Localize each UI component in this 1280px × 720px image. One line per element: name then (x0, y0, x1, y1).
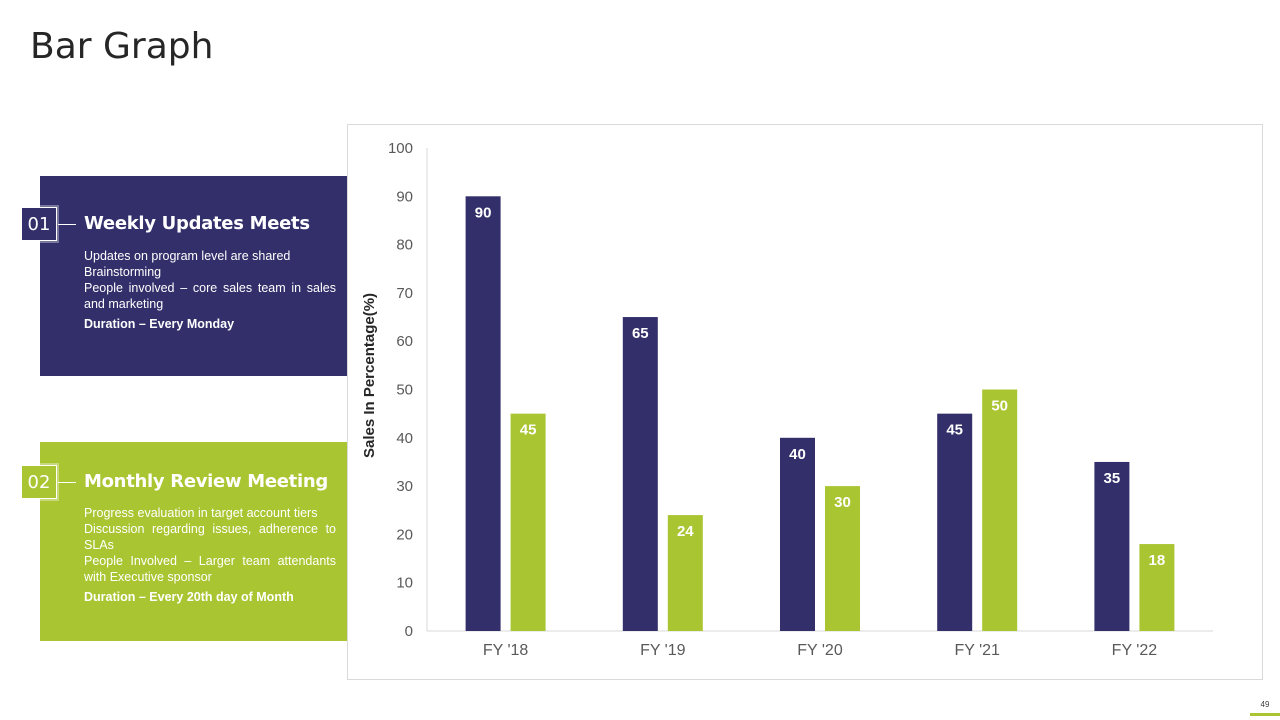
card-line: Updates on program level are shared (84, 249, 291, 263)
bar-1 (937, 413, 973, 631)
y-tick-label: 90 (396, 188, 413, 205)
y-tick-label: 0 (405, 623, 413, 640)
weekly-updates-card: Weekly Updates Meets Updates on program … (40, 176, 347, 376)
card-line: Progress evaluation in target account ti… (84, 506, 318, 520)
card-line: People involved – core sales team in sal… (84, 281, 336, 311)
bar-data-label: 24 (677, 523, 694, 540)
bar-2 (510, 413, 546, 631)
bar-1 (622, 317, 658, 631)
bar-data-label: 65 (632, 325, 649, 342)
bar-data-label: 35 (1104, 470, 1121, 487)
card-title: Monthly Review Meeting (84, 471, 328, 492)
y-tick-label: 100 (388, 140, 413, 157)
bar-2 (825, 486, 860, 631)
page-title: Bar Graph (30, 26, 214, 67)
x-tick-label: FY '18 (483, 642, 529, 659)
bar-1 (1094, 461, 1130, 631)
x-tick-label: FY '19 (640, 642, 686, 659)
bar-data-label: 45 (946, 422, 963, 439)
card-number-connector (58, 482, 76, 483)
bar-1 (465, 196, 501, 632)
card-duration: Duration – Every Monday (84, 317, 235, 331)
y-axis-label: Sales In Percentage(%) (361, 293, 378, 458)
y-tick-label: 40 (396, 430, 413, 447)
bar-chart: 0 10 20 30 40 50 60 70 80 90 100 Sales In Percentag… (361, 140, 1213, 659)
card-description: Progress evaluation in target account ti… (84, 505, 336, 585)
bar-data-label: 40 (789, 446, 806, 463)
bar-data-label: 18 (1149, 552, 1166, 569)
card-line: People Involved – Larger team attendants… (84, 554, 336, 584)
bar-data-label: 45 (520, 422, 537, 439)
page-number: 49 (1260, 700, 1270, 709)
y-tick-label: 50 (396, 382, 413, 399)
card-number-badge: 01 (21, 207, 57, 241)
bar-2 (982, 389, 1018, 631)
y-tick-label: 30 (396, 478, 413, 495)
y-tick-label: 20 (396, 526, 413, 543)
x-tick-label: FY '22 (1112, 642, 1158, 659)
y-tick-label: 80 (396, 237, 413, 254)
page-number-accent (1250, 713, 1280, 716)
bar-data-label: 50 (991, 398, 1008, 415)
bar-2 (667, 515, 703, 631)
card-number-connector (58, 224, 76, 225)
x-tick-label: FY '20 (797, 642, 843, 659)
card-title: Weekly Updates Meets (84, 213, 310, 234)
y-tick-label: 10 (396, 575, 413, 592)
card-duration: Duration – Every 20th day of Month (84, 590, 294, 604)
card-line: Brainstorming (84, 265, 162, 279)
bar-2 (1139, 544, 1175, 631)
monthly-review-card: Monthly Review Meeting Progress evaluati… (40, 442, 347, 641)
bar-data-label: 30 (834, 494, 851, 511)
card-number-badge: 02 (21, 465, 57, 499)
bar-1 (780, 437, 815, 631)
card-line: Discussion regarding issues, adherence t… (84, 522, 336, 552)
x-tick-label: FY '21 (954, 642, 1000, 659)
bar-data-label: 90 (475, 204, 492, 221)
card-description: Updates on program level are shared Brai… (84, 248, 336, 312)
y-tick-label: 70 (396, 285, 413, 302)
y-tick-label: 60 (396, 333, 413, 350)
